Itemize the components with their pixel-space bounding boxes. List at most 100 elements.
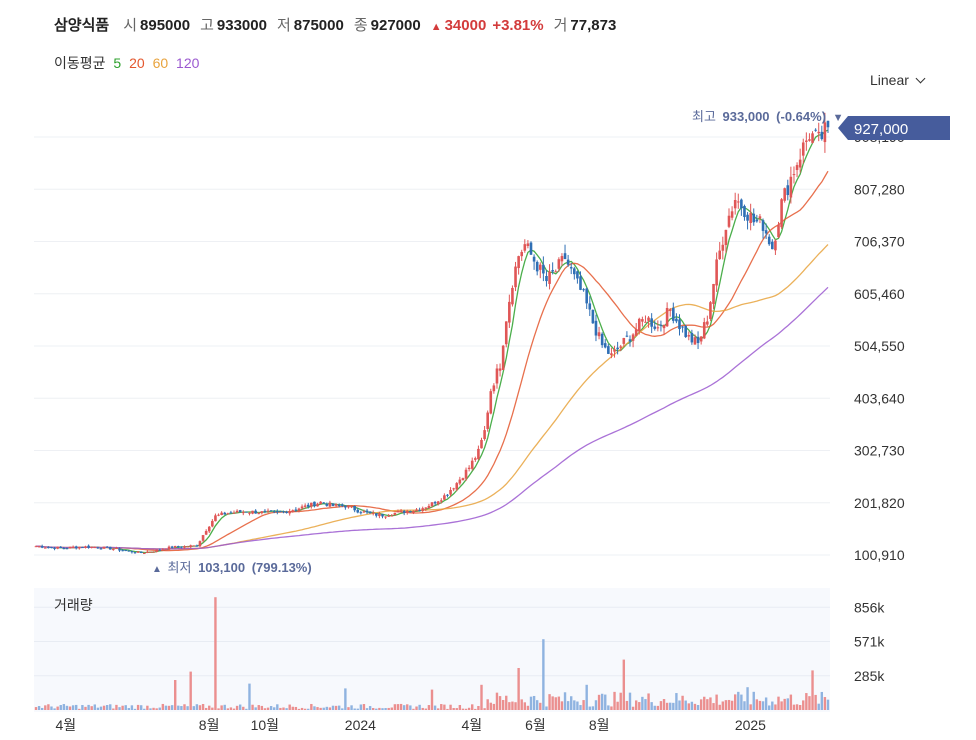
candle bbox=[529, 241, 533, 255]
candle-body bbox=[616, 347, 619, 350]
candle-body bbox=[504, 321, 508, 345]
volume-grid bbox=[34, 606, 830, 677]
candle-body bbox=[693, 337, 697, 345]
volume-bar bbox=[418, 704, 421, 710]
candle-body bbox=[823, 122, 827, 143]
candle-body bbox=[665, 307, 669, 327]
candle bbox=[631, 333, 635, 348]
volume-bar bbox=[709, 697, 712, 710]
candle bbox=[334, 503, 338, 508]
low-annotation: ▲ 최저 103,100 (799.13%) bbox=[152, 560, 312, 575]
candle bbox=[480, 437, 483, 449]
candle-body bbox=[142, 553, 146, 555]
candle bbox=[495, 364, 499, 389]
stock-name: 삼양식품 bbox=[54, 17, 110, 34]
candle bbox=[183, 545, 186, 549]
volume-bar bbox=[644, 699, 647, 710]
grid-lines bbox=[34, 136, 830, 556]
candle-body bbox=[511, 287, 514, 305]
candle-body bbox=[712, 283, 715, 304]
volume-bar bbox=[489, 702, 492, 710]
candle bbox=[245, 511, 248, 513]
candle-body bbox=[532, 256, 536, 262]
price-tick-label: 807,280 bbox=[854, 181, 905, 197]
volume-bar bbox=[529, 696, 533, 710]
candle-body bbox=[368, 511, 372, 514]
candle bbox=[436, 500, 440, 506]
volume-bar bbox=[625, 700, 629, 710]
candle bbox=[195, 544, 199, 547]
volume-bar bbox=[690, 701, 694, 710]
candle bbox=[146, 550, 149, 554]
volume-bar bbox=[477, 705, 480, 710]
candle bbox=[662, 324, 666, 335]
candle bbox=[566, 254, 570, 267]
candle-body bbox=[433, 502, 437, 504]
ma-120-legend[interactable]: 120 bbox=[176, 55, 200, 71]
volume-bar bbox=[693, 703, 697, 710]
candle-body bbox=[650, 318, 653, 327]
volume-bar bbox=[811, 670, 814, 710]
volume-bar bbox=[50, 706, 53, 710]
volume-bar bbox=[136, 704, 140, 710]
candle-body bbox=[727, 215, 731, 227]
candle-body bbox=[557, 259, 561, 269]
volume-bar bbox=[585, 684, 588, 710]
volume-bar bbox=[158, 707, 161, 710]
candlesticks bbox=[34, 112, 830, 555]
candle bbox=[464, 467, 468, 481]
candle-body bbox=[371, 512, 375, 514]
volume-bar bbox=[109, 704, 112, 710]
volume-bar bbox=[721, 701, 725, 710]
ma-20-legend[interactable]: 20 bbox=[129, 55, 145, 71]
candle-body bbox=[186, 546, 189, 548]
candle-body bbox=[594, 320, 598, 336]
candle bbox=[248, 512, 251, 516]
candle bbox=[672, 302, 675, 324]
volume-bar bbox=[446, 708, 449, 710]
candle bbox=[709, 301, 712, 322]
volume-bar bbox=[740, 694, 743, 710]
candle bbox=[740, 198, 743, 216]
volume-bar bbox=[53, 708, 56, 710]
candle-body bbox=[477, 448, 480, 460]
candle-body bbox=[706, 321, 709, 325]
ma-60-legend[interactable]: 60 bbox=[152, 55, 169, 71]
volume-bar bbox=[177, 705, 180, 710]
volume-bar bbox=[802, 700, 805, 710]
volume-bar bbox=[681, 695, 684, 710]
candle-body bbox=[767, 236, 771, 245]
volume-bar bbox=[573, 700, 576, 710]
candle-body bbox=[53, 547, 56, 549]
candle-body bbox=[529, 242, 533, 255]
candle-body bbox=[699, 336, 703, 342]
volume-bar bbox=[353, 708, 356, 710]
candle bbox=[350, 506, 353, 509]
candle-body bbox=[520, 251, 524, 257]
candle-body bbox=[495, 368, 499, 384]
volume-bar bbox=[492, 703, 496, 710]
ma-5-legend[interactable]: 5 bbox=[113, 55, 122, 71]
candle bbox=[452, 487, 455, 492]
candle-body bbox=[149, 551, 152, 553]
volume-bar bbox=[508, 702, 511, 710]
volume-bar bbox=[792, 704, 796, 710]
candle bbox=[232, 510, 236, 514]
volume-bar bbox=[37, 706, 41, 710]
candle-body bbox=[229, 512, 233, 514]
candle bbox=[356, 507, 360, 514]
candle bbox=[84, 545, 87, 549]
volume-bar bbox=[96, 707, 100, 710]
candle-body bbox=[470, 460, 474, 469]
volume-bar bbox=[774, 704, 777, 710]
close-value: 927000 bbox=[370, 17, 421, 34]
volume-bar bbox=[180, 706, 183, 710]
volume-bar bbox=[217, 708, 220, 710]
candle-body bbox=[637, 318, 641, 331]
candle-body bbox=[37, 546, 41, 548]
volume-bar bbox=[563, 692, 567, 710]
scale-selector[interactable]: Linear bbox=[870, 72, 926, 88]
volume-bar bbox=[347, 707, 350, 710]
volume-bar bbox=[201, 703, 205, 710]
